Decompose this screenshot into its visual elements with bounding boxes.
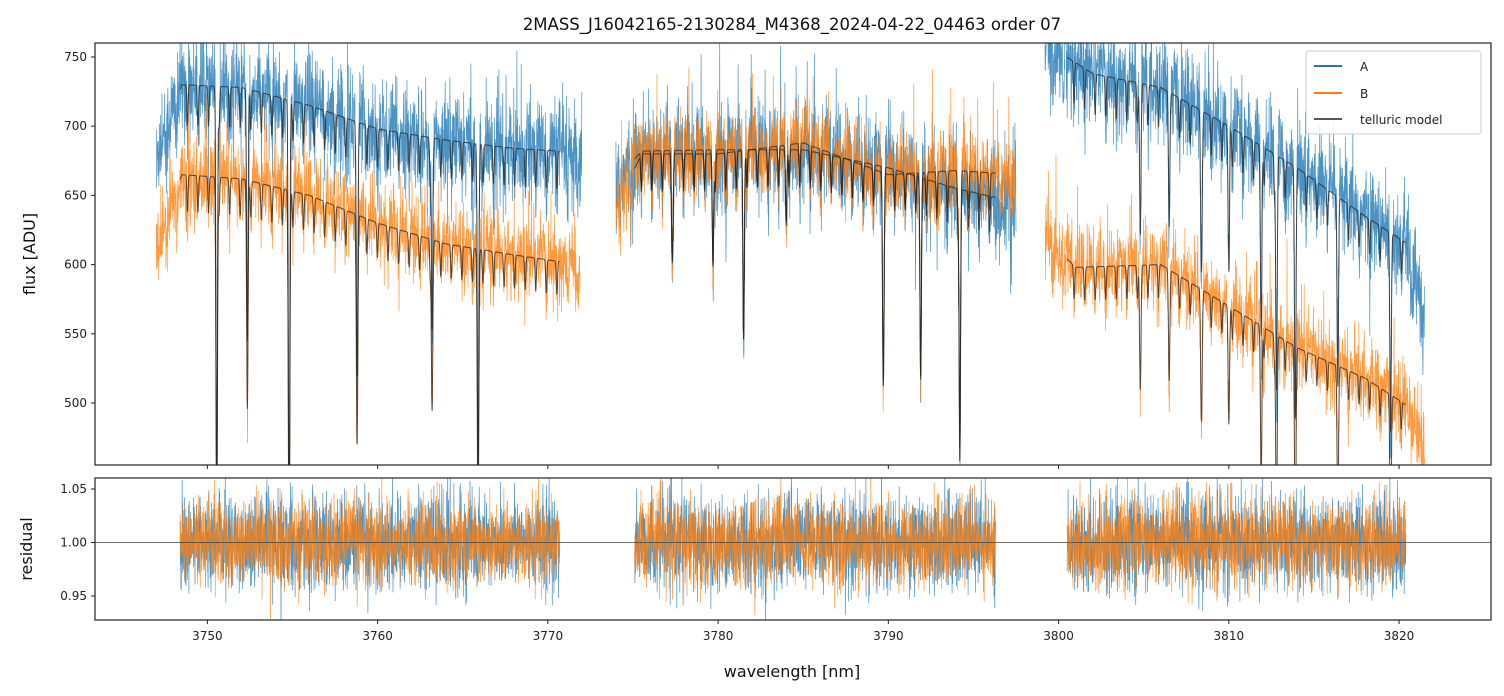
flux-y-tick-label: 550 <box>64 327 87 341</box>
spectrum-a-segment-3 <box>1044 43 1425 459</box>
x-tick-label: 3790 <box>873 629 904 643</box>
residual-plot-area <box>95 478 1491 620</box>
flux-y-tick-label: 600 <box>64 258 87 272</box>
telluric-model-b-segment-2 <box>634 142 996 449</box>
telluric-model-b-segment-1 <box>179 174 560 465</box>
residual-b-segment-3 <box>1066 478 1407 605</box>
residual-a-segment-1 <box>179 478 561 620</box>
telluric-model-a-segment-3 <box>1066 56 1406 432</box>
top-axes-frame <box>94 42 1492 466</box>
flux-y-tick-label: 500 <box>64 396 87 410</box>
spectrum-a-segment-2 <box>615 43 1017 465</box>
residual-b-segment-1 <box>179 478 561 620</box>
telluric-model-a-segment-1 <box>179 84 560 465</box>
legend-label-a: A <box>1360 60 1369 74</box>
x-tick-label: 3750 <box>192 629 223 643</box>
x-axis-label: wavelength [nm] <box>724 662 861 681</box>
residual-y-tick-label: 1.05 <box>60 482 87 496</box>
flux-y-tick-label: 750 <box>64 50 87 64</box>
spectrum-a-segment-1 <box>155 43 583 465</box>
top-plot-area <box>155 43 1425 465</box>
legend-label-model: telluric model <box>1360 113 1442 127</box>
x-tick-label: 3810 <box>1214 629 1245 643</box>
spectrum-b-segment-1 <box>155 84 581 465</box>
y-axis-label-residual: residual <box>17 517 36 580</box>
residual-b-segment-2 <box>634 478 996 616</box>
legend-label-b: B <box>1360 87 1368 101</box>
legend: A B telluric model <box>1305 50 1482 135</box>
flux-y-tick-label: 700 <box>64 119 87 133</box>
y-axis-label-flux: flux [ADU] <box>20 213 39 295</box>
residual-y-tick-label: 1.00 <box>60 536 87 550</box>
x-tick-label: 3770 <box>533 629 564 643</box>
telluric-model-b-segment-3 <box>1066 258 1406 465</box>
spectrum-b-segment-3 <box>1044 154 1425 465</box>
residual-y-tick-label: 0.95 <box>60 589 87 603</box>
x-tick-label: 3760 <box>362 629 393 643</box>
x-tick-label: 3800 <box>1043 629 1074 643</box>
x-tick-label: 3820 <box>1384 629 1415 643</box>
flux-y-tick-label: 650 <box>64 188 87 202</box>
x-tick-label: 3780 <box>703 629 734 643</box>
residual-axes-frame <box>94 477 1492 621</box>
chart-title: 2MASS_J16042165-2130284_M4368_2024-04-22… <box>523 15 1061 35</box>
